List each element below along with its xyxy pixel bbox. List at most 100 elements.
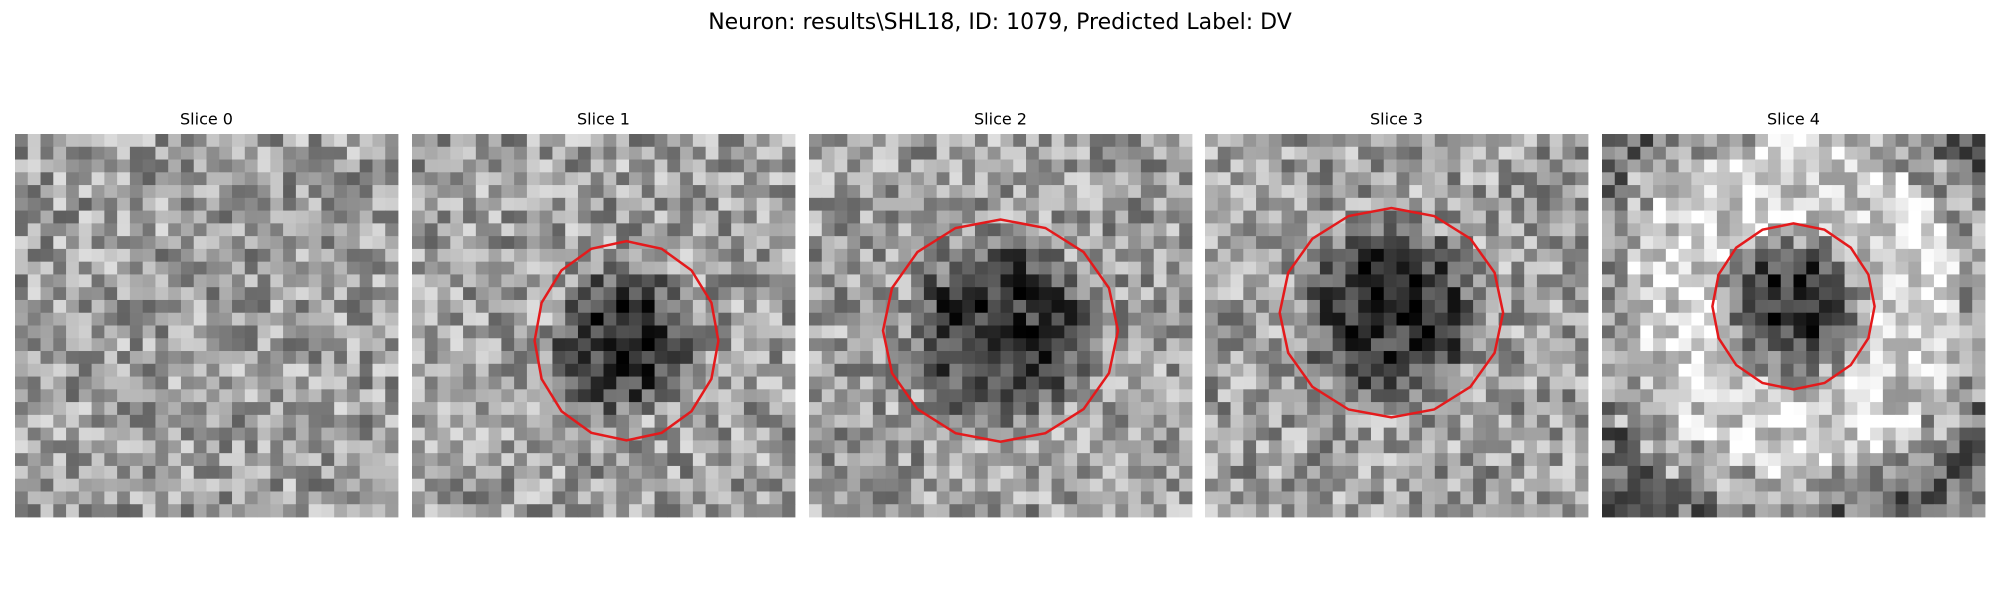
- pixel: [705, 504, 719, 518]
- pixel: [936, 363, 950, 377]
- pixel: [1857, 185, 1871, 199]
- pixel: [1332, 491, 1346, 505]
- pixel: [1511, 338, 1525, 352]
- pixel: [1064, 363, 1078, 377]
- pixel: [654, 236, 668, 250]
- pixel: [1332, 504, 1346, 518]
- pixel: [731, 440, 745, 454]
- pixel: [488, 134, 502, 148]
- pixel: [1358, 504, 1372, 518]
- pixel: [1243, 402, 1257, 416]
- pixel: [1358, 236, 1372, 250]
- pixel: [1422, 427, 1436, 441]
- pixel: [718, 414, 732, 429]
- pixel: [385, 363, 399, 377]
- pixel: [1383, 248, 1397, 263]
- pixel: [232, 338, 246, 352]
- pixel: [142, 351, 156, 365]
- pixel: [1166, 402, 1180, 416]
- pixel: [821, 389, 835, 403]
- pixel: [1038, 465, 1052, 480]
- pixel: [1653, 363, 1667, 377]
- pixel: [1793, 134, 1807, 148]
- pixel: [295, 389, 310, 403]
- pixel: [834, 376, 848, 390]
- pixel: [911, 414, 925, 429]
- pixel: [1536, 402, 1551, 416]
- pixel: [117, 363, 131, 377]
- pixel: [743, 414, 758, 429]
- pixel: [1102, 465, 1116, 480]
- pixel: [385, 453, 399, 467]
- pixel: [705, 465, 719, 480]
- pixel: [782, 223, 796, 237]
- pixel: [1077, 414, 1091, 429]
- pixel: [1422, 274, 1436, 288]
- pixel: [1729, 210, 1743, 224]
- pixel: [565, 414, 579, 429]
- pixel: [244, 312, 258, 326]
- pixel: [1307, 376, 1321, 390]
- pixel: [1575, 134, 1589, 148]
- pixel: [1064, 197, 1078, 211]
- pixel: [1370, 325, 1385, 339]
- pixel: [295, 427, 310, 441]
- pixel: [1524, 453, 1538, 467]
- pixel: [1268, 491, 1282, 505]
- pixel: [1205, 427, 1219, 441]
- pixel: [1870, 338, 1884, 352]
- pixel: [911, 453, 925, 467]
- pixel: [244, 210, 258, 224]
- pixel: [1716, 197, 1731, 211]
- pixel: [565, 134, 579, 148]
- pixel: [1857, 491, 1871, 505]
- pixel: [193, 338, 207, 352]
- pixel: [1511, 504, 1525, 518]
- pixel: [539, 159, 553, 173]
- pixel: [424, 287, 438, 301]
- pixel: [27, 376, 41, 390]
- pixel: [769, 478, 783, 492]
- pixel: [1205, 146, 1219, 160]
- pixel: [1511, 223, 1525, 237]
- pixel: [1857, 210, 1871, 224]
- pixel: [885, 261, 899, 275]
- pixel: [1959, 478, 1973, 492]
- pixel: [565, 402, 579, 416]
- pixel: [1524, 287, 1538, 301]
- pixel: [936, 287, 950, 301]
- pixel: [1691, 414, 1705, 429]
- pixel: [860, 453, 874, 467]
- pixel: [1166, 376, 1180, 390]
- pixel: [219, 465, 233, 480]
- pixel: [424, 248, 438, 263]
- pixel: [1153, 261, 1167, 275]
- pixel: [1026, 351, 1040, 365]
- pixel: [232, 159, 246, 173]
- pixel: [15, 504, 29, 518]
- pixel: [782, 376, 796, 390]
- pixel: [1895, 299, 1909, 314]
- pixel: [283, 465, 297, 480]
- pixel: [1716, 210, 1731, 224]
- pixel: [1716, 236, 1731, 250]
- pixel: [872, 299, 886, 314]
- pixel: [359, 185, 373, 199]
- pixel: [475, 172, 489, 186]
- pixel: [53, 210, 67, 224]
- pixel: [782, 427, 796, 441]
- pixel: [1895, 261, 1909, 275]
- pixel: [1268, 223, 1282, 237]
- pixel: [1729, 325, 1743, 339]
- pixel: [168, 440, 182, 454]
- pixel: [641, 248, 655, 263]
- pixel: [1704, 261, 1718, 275]
- pixel: [1755, 185, 1769, 199]
- pixel: [692, 236, 707, 250]
- pixel: [412, 146, 426, 160]
- pixel: [308, 389, 322, 403]
- pixel: [565, 223, 579, 237]
- pixel: [1447, 440, 1461, 454]
- pixel: [1383, 491, 1397, 505]
- pixel: [834, 325, 848, 339]
